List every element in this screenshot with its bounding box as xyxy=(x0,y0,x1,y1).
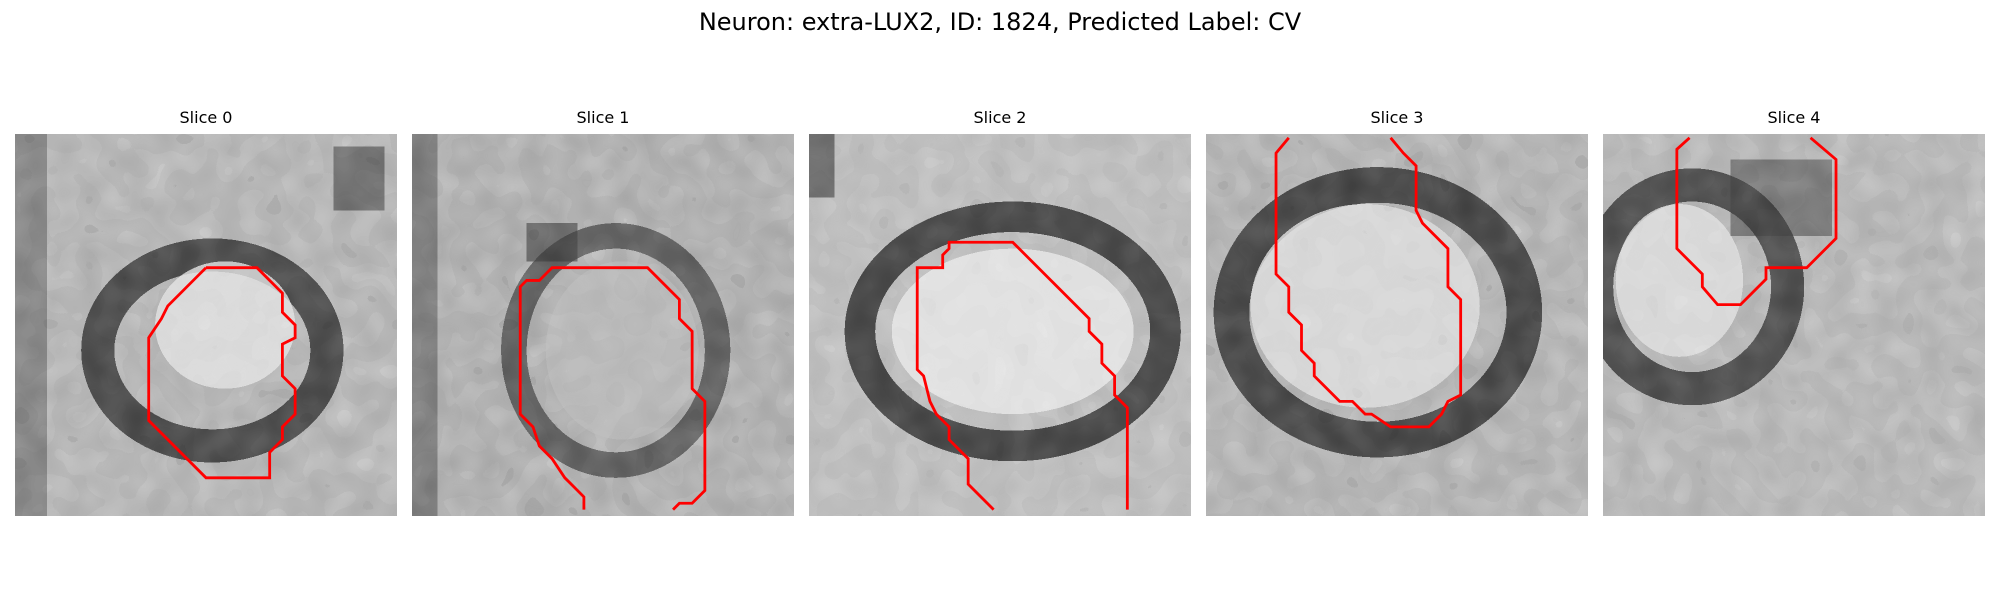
slice-image-0 xyxy=(15,134,397,516)
image-grain-overlay xyxy=(15,134,397,516)
slice-panel-1: Slice 1 xyxy=(412,108,794,520)
slice-title-2: Slice 2 xyxy=(973,108,1027,127)
slice-title-4: Slice 4 xyxy=(1767,108,1821,127)
slice-panel-2: Slice 2 xyxy=(809,108,1191,520)
contour-line xyxy=(1675,136,1838,307)
contour-line xyxy=(915,240,1129,511)
slice-image-4 xyxy=(1603,134,1985,516)
slice-title-3: Slice 3 xyxy=(1370,108,1424,127)
slice-title-1: Slice 1 xyxy=(576,108,630,127)
contour-line xyxy=(518,266,707,511)
slice-image-2 xyxy=(809,134,1191,516)
slice-image-1 xyxy=(412,134,794,516)
slice-panel-4: Slice 4 xyxy=(1603,108,1985,520)
contour-line xyxy=(147,266,297,480)
image-grain-overlay xyxy=(809,134,1191,516)
contour-line xyxy=(1274,136,1463,429)
slice-panel-3: Slice 3 xyxy=(1206,108,1588,520)
slice-panel-0: Slice 0 xyxy=(15,108,397,520)
image-grain-overlay xyxy=(1206,134,1588,516)
image-grain-overlay xyxy=(1603,134,1985,516)
figure-title: Neuron: extra-LUX2, ID: 1824, Predicted … xyxy=(698,8,1302,36)
slice-image-3 xyxy=(1206,134,1588,516)
image-grain-overlay xyxy=(412,134,794,516)
slice-title-0: Slice 0 xyxy=(179,108,233,127)
